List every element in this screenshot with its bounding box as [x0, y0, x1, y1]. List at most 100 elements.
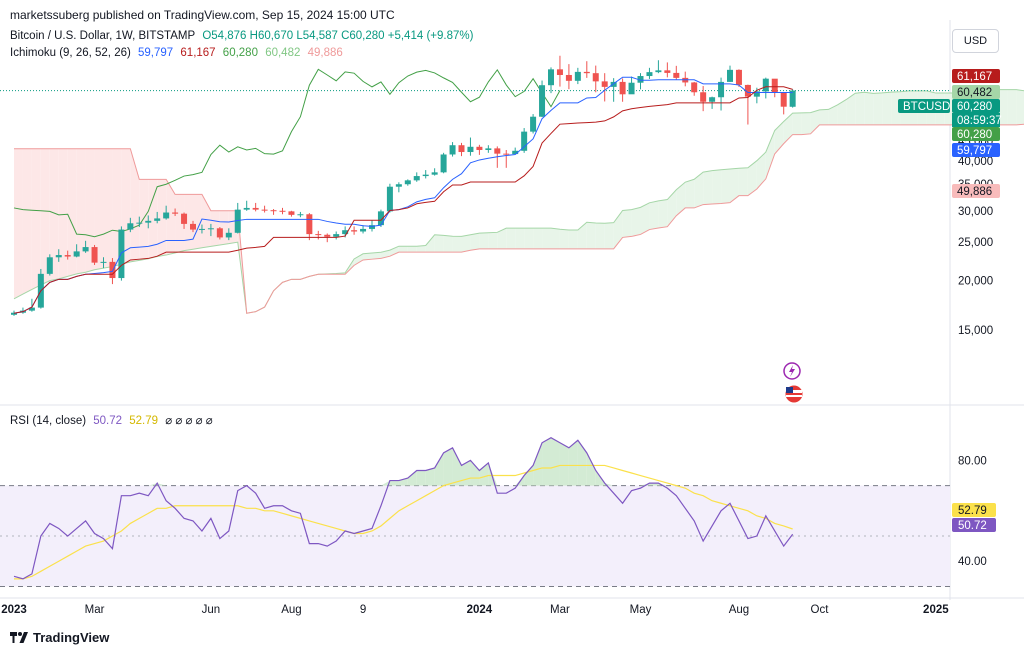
rsi-value-label: 52.79 [958, 505, 987, 517]
tradingview-footer[interactable]: TradingView [10, 630, 109, 645]
currency-button[interactable]: USD [952, 29, 999, 53]
candle-body [82, 247, 89, 252]
candle-body [655, 70, 662, 73]
time-tick-label: 2025 [923, 604, 949, 616]
candle-body [628, 82, 635, 95]
time-axis[interactable]: 2023 Mar Jun Aug 9 2024 Mar May Aug Oct 2025 [0, 597, 1024, 616]
candle-body [431, 172, 438, 175]
cloud-segment [148, 179, 158, 259]
cloud-segment [372, 252, 381, 260]
cloud-segment [31, 148, 41, 290]
rsi-empty-values: ⌀ ⌀ ⌀ ⌀ ⌀ [165, 415, 213, 427]
price-axis-label: 08:59:37 [957, 115, 1002, 127]
candle-body [646, 72, 653, 77]
cloud-segment [685, 179, 695, 208]
rsi-overbought-fill [452, 447, 462, 486]
ichimoku-legend[interactable]: Ichimoku (9, 26, 52, 26) 59,797 61,167 6… [10, 47, 347, 59]
candle-body [315, 234, 322, 236]
cloud-segment [801, 112, 811, 135]
price-tick-label: 30,000 [958, 206, 993, 218]
cloud-segment [676, 182, 686, 216]
cloud-segment [658, 199, 668, 228]
candle-body [46, 257, 53, 274]
price-tick-label: 25,000 [958, 237, 993, 249]
price-pane[interactable]: 15,00020,00025,00030,00035,00040,00045,0… [0, 20, 1024, 600]
cloud-segment [837, 99, 847, 125]
tenkan-sen-line [13, 76, 793, 314]
candle-body [369, 225, 375, 229]
candle-body [574, 71, 581, 81]
cloud-segment [407, 246, 417, 253]
candle-body [181, 213, 188, 224]
cloud-segment [470, 233, 480, 251]
cloud-segment [515, 228, 525, 249]
candle-body [565, 74, 572, 81]
rsi-overbought-fill [533, 442, 543, 486]
candle-body [789, 90, 796, 107]
candle-body [539, 85, 546, 117]
cloud-segment [712, 169, 722, 205]
price-axis-label: 61,167 [957, 71, 992, 83]
cloud-segment [792, 112, 802, 135]
chikou-span-line [13, 68, 561, 238]
time-tick-label: 9 [360, 604, 366, 616]
cloud-segment [810, 109, 820, 134]
rsi-ma-value: 52.79 [129, 415, 159, 427]
candle-body [583, 71, 590, 74]
candle-body [333, 234, 340, 237]
cloud-segment [14, 148, 23, 299]
candle-body [270, 210, 277, 212]
candle-body [109, 261, 116, 279]
candle-body [413, 176, 420, 181]
cloud-segment [434, 234, 444, 253]
cloud-segment [738, 167, 748, 196]
ichimoku-cloud [14, 89, 1024, 314]
cloud-segment [595, 222, 605, 249]
senkou-span-a-line [13, 89, 1024, 314]
cloud-segment [497, 228, 507, 249]
tenkan-value: 59,797 [138, 47, 174, 59]
cloud-segment [756, 152, 766, 189]
span-a-value: 60,482 [265, 47, 301, 59]
price-tick-label: 20,000 [958, 276, 993, 288]
rsi-legend[interactable]: RSI (14, close) 50.72 52.79 ⌀ ⌀ ⌀ ⌀ ⌀ [10, 413, 217, 427]
cloud-segment [22, 148, 32, 295]
cloud-segment [568, 230, 578, 249]
candle-body [709, 97, 716, 102]
cloud-segment [873, 92, 883, 125]
candle-body [377, 211, 384, 226]
cloud-segment [765, 130, 775, 179]
candle-body [771, 78, 778, 93]
price-label-bg [952, 127, 1000, 141]
candle-body [73, 251, 80, 257]
time-tick-label: 2024 [467, 604, 493, 616]
rsi-overbought-fill [425, 467, 435, 486]
candle-body [207, 228, 214, 230]
cloud-segment [425, 234, 435, 253]
candle-body [619, 81, 626, 95]
cloud-segment [67, 148, 77, 277]
cloud-segment [721, 168, 730, 204]
candle-body [664, 70, 671, 73]
cloud-segment [58, 148, 68, 279]
rsi-overbought-fill [380, 480, 390, 486]
candle-body [395, 184, 402, 187]
rsi-overbought-fill [470, 460, 480, 486]
main-legend[interactable]: Bitcoin / U.S. Dollar, 1W, BITSTAMP O54,… [10, 30, 477, 42]
candle-body [28, 307, 35, 311]
published-header: marketssuberg published on TradingView.c… [10, 8, 395, 22]
cloud-segment [139, 179, 149, 261]
time-tick-label: May [630, 604, 652, 616]
rsi-overbought-fill [416, 470, 426, 486]
cloud-segment [130, 148, 140, 262]
price-axis-label: 49,886 [957, 186, 992, 198]
flag-canton-icon [786, 387, 793, 393]
time-tick-label: Mar [550, 604, 570, 616]
candle-body [198, 228, 205, 230]
cloud-segment [533, 228, 543, 249]
rsi-line [13, 437, 794, 580]
candle-body [556, 69, 563, 75]
rsi-value-label-bg [952, 518, 996, 532]
